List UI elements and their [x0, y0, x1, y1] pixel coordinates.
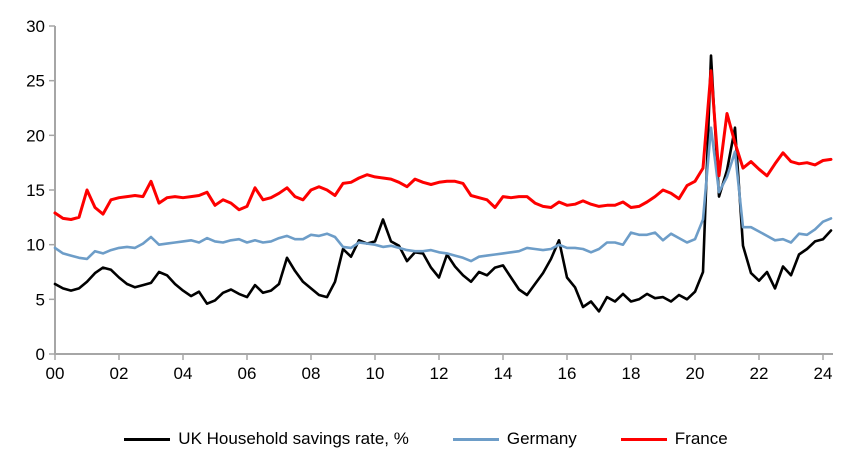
legend-item-1: Germany [452, 429, 577, 449]
x-tick-label: 18 [622, 364, 641, 383]
y-tick-label: 0 [36, 345, 45, 364]
legend-label: Germany [506, 429, 577, 448]
legend-line-swatch [124, 437, 171, 441]
line-chart: 0 5 10 15 20 25 30 00 02 04 06 08 10 12 14 16 18 20 22 24 [26, 17, 833, 383]
x-tick-label: 22 [750, 364, 769, 383]
x-tick-label: 20 [686, 364, 705, 383]
x-tick-label: 16 [558, 364, 577, 383]
series-line-uk-household-savings-rate [53, 54, 833, 313]
legend-line-swatch [452, 437, 499, 441]
x-tick-label: 12 [430, 364, 449, 383]
y-tick-label: 10 [26, 236, 45, 255]
y-tick-label: 20 [26, 126, 45, 145]
y-tick-label: 25 [26, 72, 45, 91]
x-tick-label: 10 [366, 364, 385, 383]
x-tick-label: 06 [238, 364, 257, 383]
legend-label: France [674, 429, 728, 448]
chart-legend: UK Household savings rate, % Germany Franc… [0, 429, 852, 449]
x-tick-label: 24 [814, 364, 833, 383]
series-line-germany [53, 126, 833, 263]
x-tick-label: 00 [46, 364, 65, 383]
y-tick-label: 5 [36, 290, 45, 309]
y-tick-label: 15 [26, 181, 45, 200]
legend-label: UK Household savings rate, % [178, 429, 409, 448]
y-tick-label: 30 [26, 17, 45, 36]
x-tick-label: 04 [174, 364, 193, 383]
x-tick-label: 08 [302, 364, 321, 383]
x-tick-label: 14 [494, 364, 513, 383]
legend-item-0: UK Household savings rate, % [124, 429, 409, 449]
series-line-france [53, 69, 833, 221]
legend-item-2: France [620, 429, 728, 449]
x-tick-label: 02 [110, 364, 129, 383]
legend-line-swatch [620, 437, 667, 441]
